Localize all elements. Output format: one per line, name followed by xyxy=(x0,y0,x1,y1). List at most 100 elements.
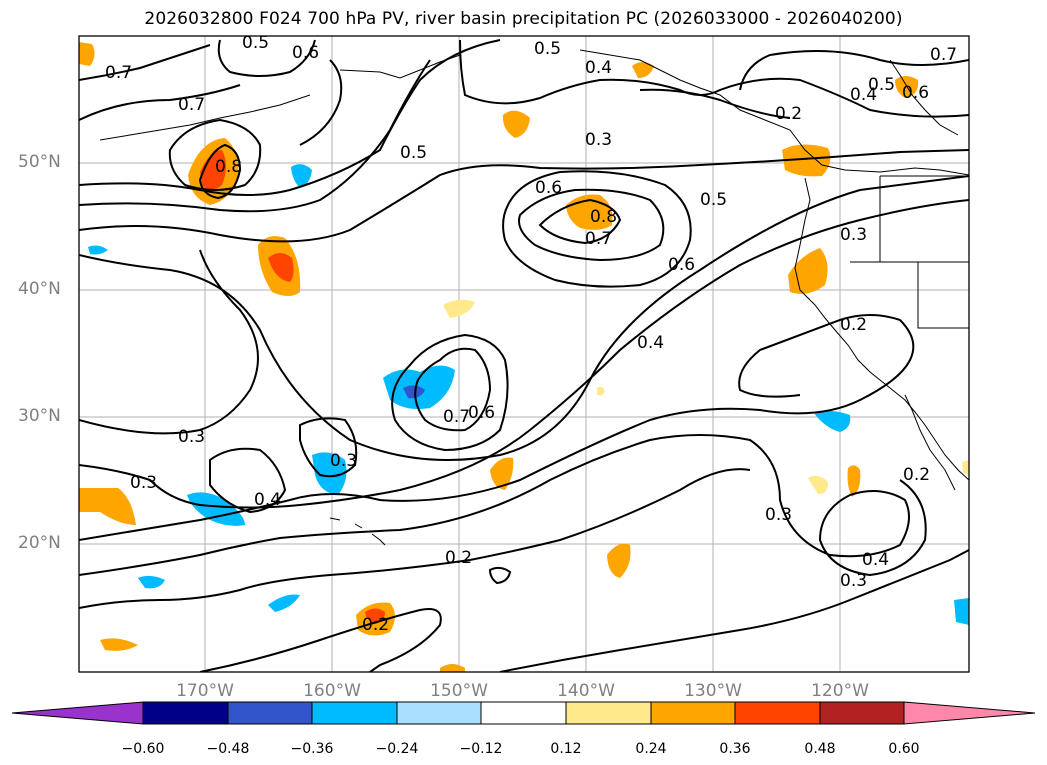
precip-blob xyxy=(79,488,136,525)
colorbar-segment xyxy=(819,701,905,725)
map-frame xyxy=(78,35,970,673)
precip-blob xyxy=(88,245,108,255)
contour-label: 0.5 xyxy=(534,39,561,59)
contour-label: 0.4 xyxy=(254,490,281,510)
lat-label: 30°N xyxy=(18,406,61,426)
precip-blob xyxy=(954,598,969,625)
precip-blob xyxy=(268,594,300,612)
contour-label: 0.5 xyxy=(242,33,269,53)
contour-label: 0.5 xyxy=(700,190,727,210)
lat-label: 40°N xyxy=(18,279,61,299)
contour-label: 0.5 xyxy=(868,75,895,95)
contour-label: 0.3 xyxy=(130,473,157,493)
precip-blob xyxy=(788,248,828,294)
contour-label: 0.4 xyxy=(862,550,889,570)
contour-labels: 0.5 0.6 0.7 0.7 0.8 0.5 0.5 0.4 0.7 0.5 … xyxy=(105,33,957,635)
aleutian-islands xyxy=(99,94,311,141)
precip-blob xyxy=(632,62,654,78)
precip-blob xyxy=(138,575,165,589)
colorbar-tick: 0.60 xyxy=(888,741,920,757)
colorbar-tick: 0.12 xyxy=(550,741,582,757)
colorbar-extend-low xyxy=(11,701,144,725)
contour-label: 0.6 xyxy=(292,43,319,63)
contour-label: 0.7 xyxy=(930,45,957,65)
us-states xyxy=(850,176,969,329)
precip-blob xyxy=(607,543,631,578)
precip-blob xyxy=(502,110,530,138)
precip-blob xyxy=(200,150,226,190)
colorbar-segment xyxy=(480,701,567,725)
colorbar-segment xyxy=(396,701,482,725)
contour-label: 0.3 xyxy=(585,130,612,150)
precip-blob xyxy=(597,386,605,396)
north-america-coast xyxy=(579,49,969,176)
precip-blob xyxy=(187,492,245,526)
lat-label: 20°N xyxy=(18,533,61,553)
contour-label: 0.2 xyxy=(903,465,930,485)
colorbar-tick: 0.24 xyxy=(635,741,667,757)
precip-blob xyxy=(443,299,475,318)
contour-label: 0.7 xyxy=(105,63,132,83)
colorbar-segment xyxy=(734,701,821,725)
contour-label: 0.4 xyxy=(850,85,877,105)
hawaii-islands xyxy=(329,517,386,546)
precip-shading xyxy=(79,42,969,672)
precip-blob xyxy=(79,42,95,66)
colorbar-tick: 0.48 xyxy=(804,741,836,757)
contour-label: 0.6 xyxy=(535,178,562,198)
precip-blob xyxy=(962,460,969,475)
colorbar-segment xyxy=(311,701,398,725)
contour-label: 0.7 xyxy=(178,95,205,115)
lon-label: 140°W xyxy=(557,681,615,701)
lon-label: 130°W xyxy=(684,681,742,701)
colorbar-tick: −0.48 xyxy=(206,741,250,757)
precip-blob xyxy=(490,457,514,490)
west-coast xyxy=(794,177,969,481)
precip-blob xyxy=(100,638,138,651)
contour-label: 0.3 xyxy=(840,225,867,245)
contour-label: 0.3 xyxy=(765,505,792,525)
contour-label: 0.7 xyxy=(443,407,470,427)
contour-label: 0.2 xyxy=(362,615,389,635)
canada-interior xyxy=(889,59,959,136)
precip-blob xyxy=(782,144,831,177)
contour-label: 0.6 xyxy=(468,403,495,423)
precip-blob xyxy=(847,465,861,497)
lon-label: 170°W xyxy=(176,681,234,701)
contour-label: 0.4 xyxy=(585,58,612,78)
precip-blob xyxy=(291,164,312,188)
colorbar xyxy=(11,701,1036,725)
contour-label: 0.7 xyxy=(585,229,612,249)
precip-blob xyxy=(808,475,828,495)
contour-label: 0.3 xyxy=(330,451,357,471)
colorbar-extend-high xyxy=(903,701,1036,725)
contour-label: 0.3 xyxy=(840,571,867,591)
colorbar-tick: 0.36 xyxy=(719,741,751,757)
contour-label: 0.2 xyxy=(840,315,867,335)
precip-blob xyxy=(312,452,347,495)
contour-label: 0.6 xyxy=(902,83,929,103)
colorbar-segment xyxy=(565,701,652,725)
map-title: 2026032800 F024 700 hPa PV, river basin … xyxy=(144,9,903,29)
colorbar-segment xyxy=(650,701,736,725)
colorbar-tick: −0.12 xyxy=(459,741,503,757)
contour-label: 0.8 xyxy=(590,207,617,227)
lon-label: 150°W xyxy=(430,681,488,701)
contour-label: 0.6 xyxy=(668,255,695,275)
contour-label: 0.2 xyxy=(445,548,472,568)
contour-label: 0.4 xyxy=(637,333,664,353)
precip-blob xyxy=(440,664,465,672)
colorbar-segment xyxy=(142,701,229,725)
colorbar-tick: −0.60 xyxy=(121,741,165,757)
lon-label: 160°W xyxy=(303,681,361,701)
lat-label: 50°N xyxy=(18,152,61,172)
coastlines xyxy=(99,49,969,546)
colorbar-tick: −0.24 xyxy=(375,741,419,757)
precip-blob xyxy=(814,410,851,432)
contour-label: 0.2 xyxy=(775,104,802,124)
alaska-coast xyxy=(339,54,461,79)
precip-blob xyxy=(403,385,425,399)
colorbar-segment xyxy=(227,701,313,725)
baja-coast xyxy=(904,394,956,491)
